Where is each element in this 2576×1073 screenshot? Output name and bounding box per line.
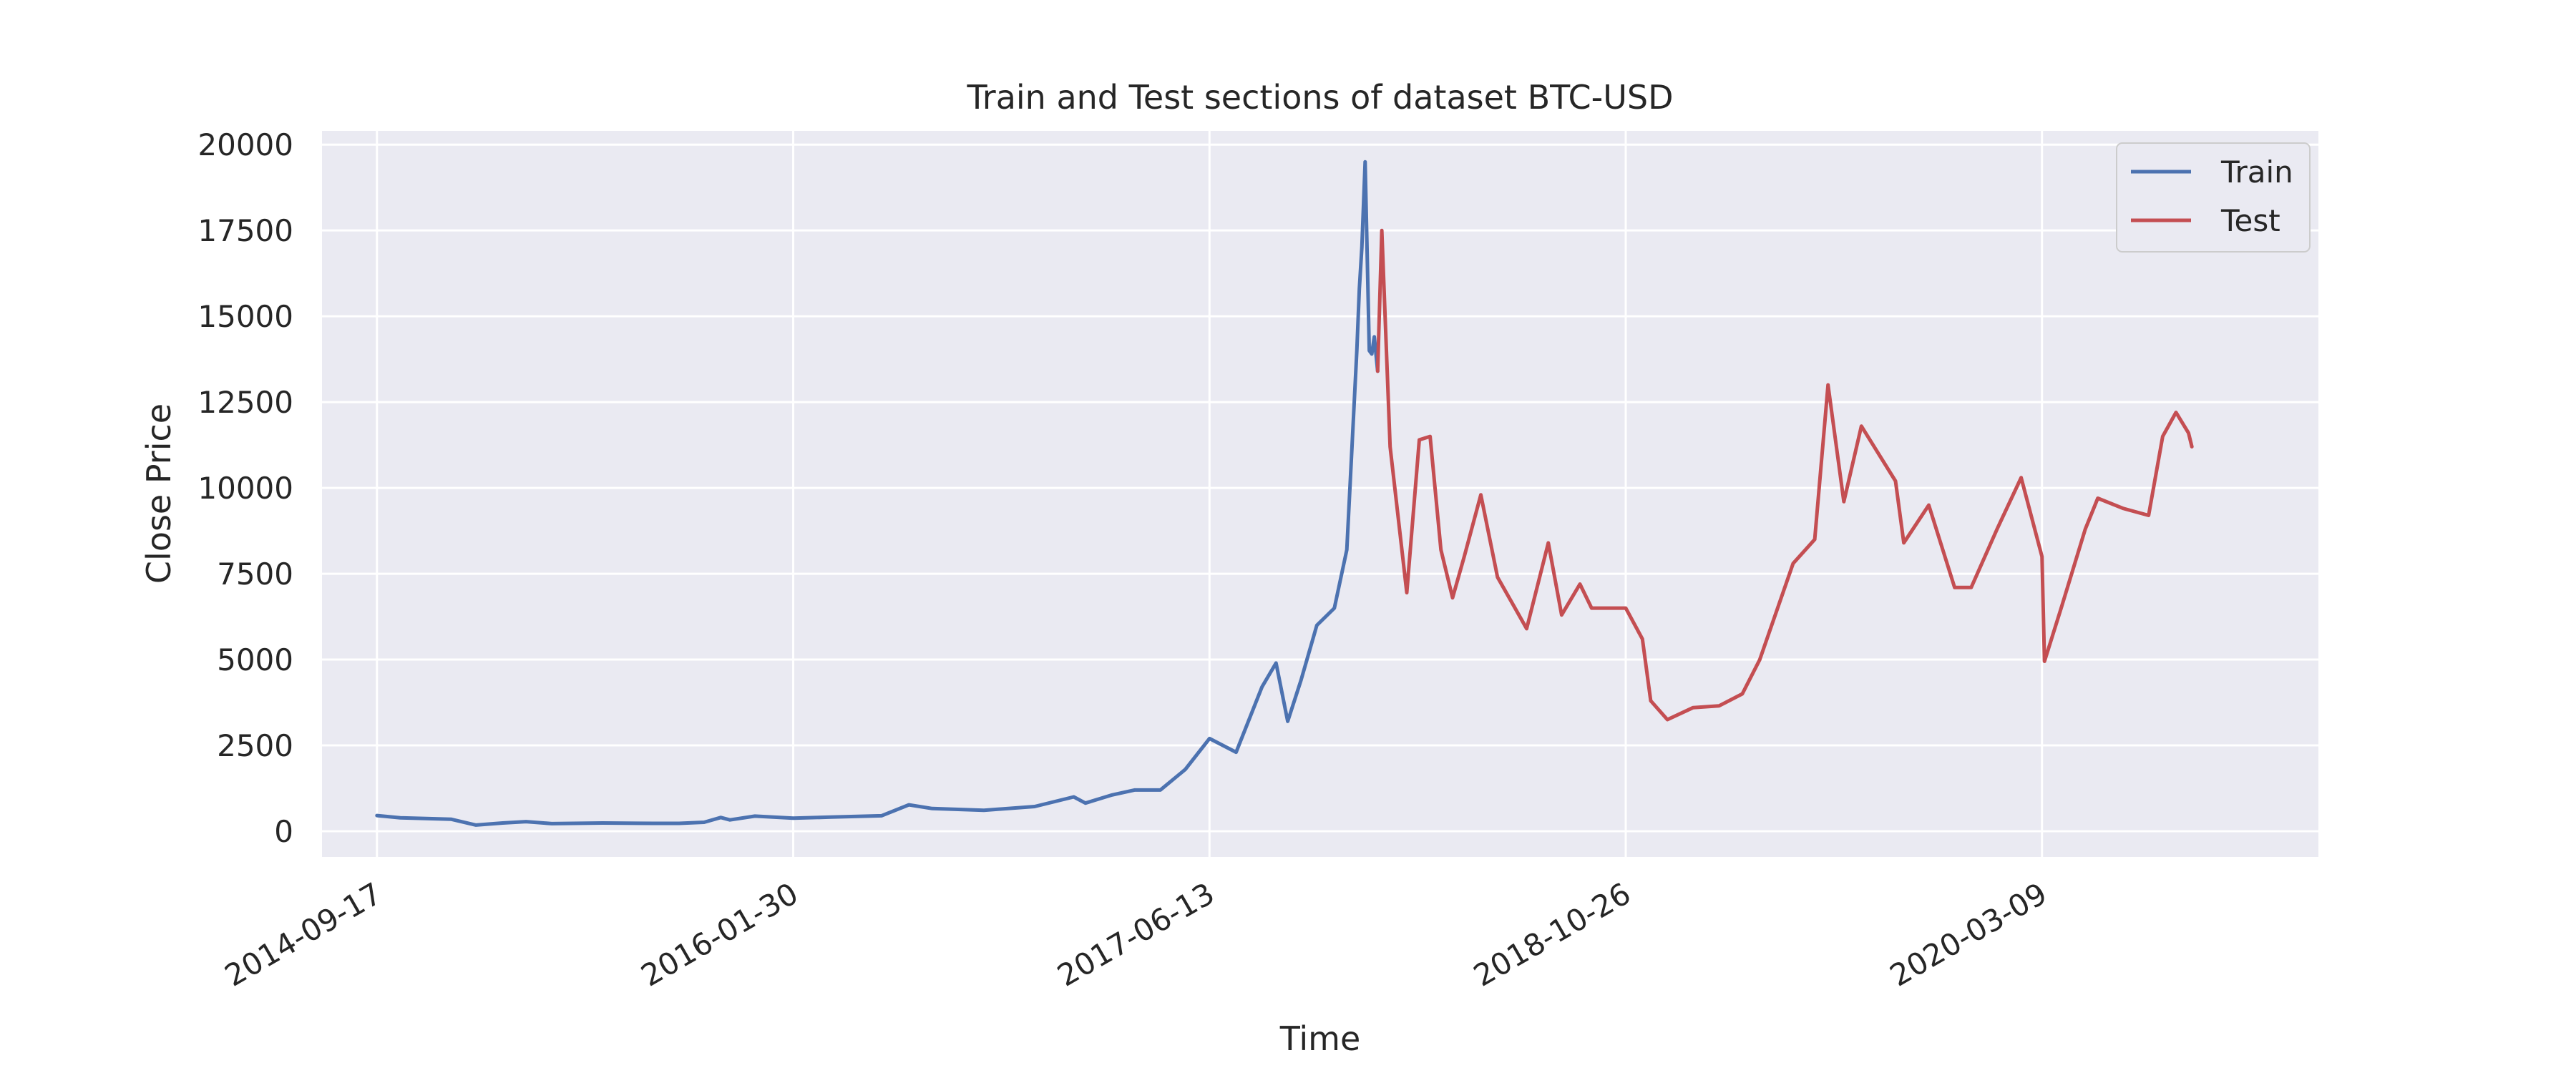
x-tick-label-4: 2020-03-09 — [1884, 876, 2053, 993]
y-tick-label-4: 10000 — [197, 471, 293, 506]
legend-label-train: Train — [2220, 155, 2293, 190]
series-line-train — [375, 160, 1380, 827]
y-axis-label: Close Price — [140, 403, 178, 584]
x-tick-label-0: 2014-09-17 — [219, 876, 388, 993]
y-tick-label-7: 17500 — [197, 213, 293, 248]
x-axis-label: Time — [1279, 1019, 1361, 1058]
y-tick-label-2: 5000 — [217, 642, 293, 677]
x-tick-label-1: 2016-01-30 — [635, 876, 804, 993]
legend: Train Test — [2116, 142, 2311, 253]
y-tick-label-6: 15000 — [197, 299, 293, 334]
chart-title: Train and Test sections of dataset BTC-U… — [966, 78, 1673, 117]
gridlines — [322, 131, 2318, 857]
y-tick-labels: 0 2500 5000 7500 10000 12500 15000 17500 20000 — [197, 127, 293, 849]
y-tick-label-1: 2500 — [217, 728, 293, 763]
x-tick-label-2: 2017-06-13 — [1051, 876, 1220, 993]
x-tick-labels: 2014-09-17 2016-01-30 2017-06-13 2018-10-26… — [219, 876, 2053, 993]
plot-background — [322, 131, 2318, 857]
y-tick-label-5: 12500 — [197, 385, 293, 420]
series-lines — [375, 160, 2194, 827]
y-tick-label-3: 7500 — [217, 557, 293, 592]
series-line-test — [1375, 228, 2194, 722]
y-tick-label-0: 0 — [274, 814, 293, 849]
x-tick-label-3: 2018-10-26 — [1468, 876, 1636, 993]
legend-label-test: Test — [2220, 203, 2280, 238]
y-tick-label-8: 20000 — [197, 127, 293, 162]
